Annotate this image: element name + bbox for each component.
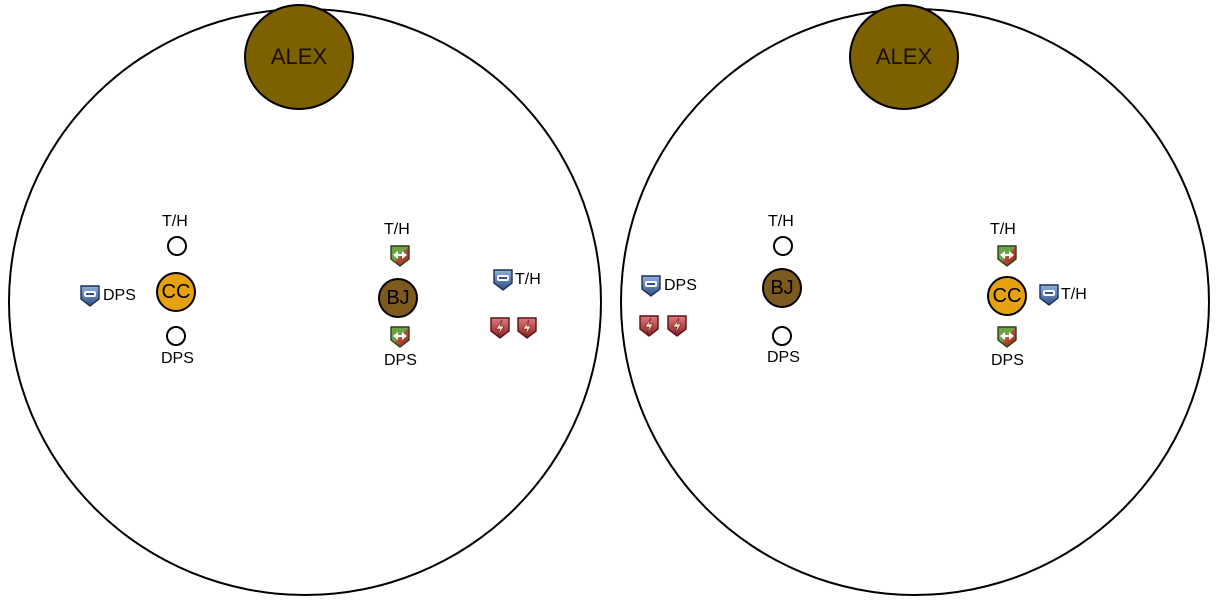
position-marker [773,236,793,256]
role-label-th: T/H [384,221,410,238]
blue-arrows-shield-icon [640,274,662,298]
position-marker [772,326,792,346]
unit-label: BJ [386,286,410,309]
role-label-dps: DPS [384,352,417,369]
green-red-arrows-shield-icon [389,325,411,349]
role-label-dps: DPS [767,349,800,366]
unit-label: CC [161,280,191,303]
red-lightning-shield-icon [638,314,660,338]
role-label-th: T/H [515,271,541,288]
role-label-dps: DPS [161,350,194,367]
green-red-arrows-shield-icon [996,244,1018,268]
blue-arrows-shield-icon [79,284,101,308]
role-label-dps: DPS [103,287,136,304]
red-lightning-shield-icon [516,316,538,340]
green-red-arrows-shield-icon [996,325,1018,349]
role-label-th: T/H [1061,286,1087,303]
unit-bj: BJ [378,278,418,318]
role-label-th: T/H [990,221,1016,238]
role-label-dps: DPS [991,352,1024,369]
position-marker [166,326,186,346]
boss-label: ALEX [875,44,933,69]
unit-label: BJ [770,276,794,299]
blue-arrows-shield-icon [492,268,514,292]
boss-alex-right: ALEX [849,4,959,110]
green-red-arrows-shield-icon [389,244,411,268]
unit-bj: BJ [762,268,802,308]
unit-cc: CC [156,272,196,312]
role-label-dps: DPS [664,277,697,294]
position-marker [167,236,187,256]
red-lightning-shield-icon [489,316,511,340]
boss-alex-left: ALEX [244,4,354,110]
red-lightning-shield-icon [666,314,688,338]
unit-label: CC [992,284,1022,307]
role-label-th: T/H [768,213,794,230]
unit-cc: CC [987,276,1027,316]
blue-arrows-shield-icon [1038,283,1060,307]
role-label-th: T/H [162,213,188,230]
boss-label: ALEX [270,44,328,69]
